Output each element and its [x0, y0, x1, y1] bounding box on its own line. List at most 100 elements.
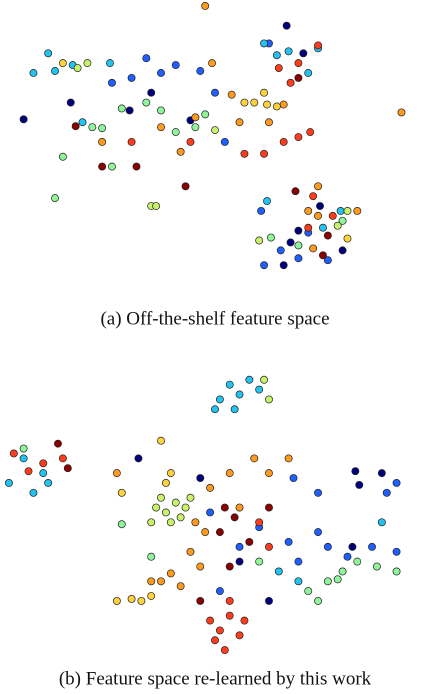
point	[58, 59, 67, 68]
point	[147, 552, 156, 561]
point	[225, 562, 234, 571]
point	[127, 138, 136, 146]
point	[240, 616, 249, 625]
point	[377, 469, 386, 478]
point	[19, 115, 28, 124]
point	[29, 69, 38, 77]
point	[272, 102, 281, 111]
point	[225, 380, 234, 389]
point	[106, 59, 114, 68]
point	[235, 118, 244, 127]
point	[284, 47, 293, 56]
point	[260, 39, 269, 48]
point	[24, 467, 33, 476]
point	[171, 498, 180, 507]
point	[382, 488, 391, 497]
point	[152, 202, 161, 210]
point	[282, 21, 291, 30]
point	[39, 459, 48, 468]
point	[314, 182, 322, 191]
point	[181, 503, 190, 512]
point	[392, 547, 401, 556]
point	[355, 480, 364, 489]
point	[338, 246, 347, 255]
point	[266, 233, 275, 242]
point	[206, 616, 215, 625]
point	[323, 542, 332, 551]
point	[147, 518, 156, 527]
point	[132, 162, 141, 171]
point	[51, 194, 59, 203]
point	[392, 567, 401, 576]
point	[314, 211, 322, 220]
point	[127, 595, 136, 603]
point	[235, 390, 244, 399]
point	[208, 59, 217, 68]
point	[319, 251, 327, 260]
point	[215, 626, 224, 635]
point	[142, 54, 151, 63]
point	[211, 88, 219, 97]
point	[147, 592, 156, 600]
point	[157, 577, 165, 586]
point	[206, 483, 215, 492]
caption: (a) Off-the-shelf feature space	[100, 308, 329, 329]
point	[196, 562, 205, 571]
point	[260, 375, 269, 384]
point	[314, 488, 322, 497]
point	[78, 118, 87, 127]
caption: (b) Feature space re-learned by this wor…	[59, 668, 372, 689]
point	[186, 493, 195, 502]
point	[235, 557, 244, 566]
point	[157, 69, 165, 77]
point	[137, 596, 146, 605]
point	[73, 64, 82, 73]
point	[368, 542, 376, 551]
point	[333, 575, 342, 584]
point	[227, 90, 236, 99]
point	[323, 231, 332, 240]
point	[279, 261, 288, 270]
point	[211, 636, 219, 645]
point	[279, 138, 288, 146]
point	[83, 59, 92, 68]
point	[309, 192, 318, 201]
point	[134, 454, 143, 463]
point	[265, 503, 273, 512]
point	[220, 646, 229, 655]
point	[230, 405, 239, 414]
point	[338, 567, 347, 576]
point	[191, 123, 200, 132]
point	[314, 596, 322, 605]
point	[98, 124, 107, 133]
point	[108, 78, 116, 87]
point	[235, 503, 244, 512]
point	[157, 106, 165, 115]
point	[39, 469, 48, 478]
point	[257, 206, 266, 215]
point	[117, 520, 126, 529]
point	[255, 385, 264, 394]
point	[186, 138, 195, 146]
point	[294, 133, 303, 141]
point	[4, 479, 13, 487]
point	[88, 123, 97, 132]
point	[157, 493, 165, 502]
point	[333, 221, 342, 230]
point	[343, 552, 352, 561]
point	[220, 503, 229, 512]
point	[176, 147, 185, 156]
point	[147, 88, 156, 97]
point	[112, 596, 121, 605]
point	[250, 454, 259, 463]
point	[304, 69, 313, 77]
point	[319, 223, 327, 232]
point	[336, 206, 345, 215]
point	[117, 488, 126, 497]
point	[316, 202, 324, 210]
point	[171, 128, 180, 137]
point	[265, 395, 273, 404]
point	[44, 479, 53, 487]
point	[58, 152, 67, 161]
